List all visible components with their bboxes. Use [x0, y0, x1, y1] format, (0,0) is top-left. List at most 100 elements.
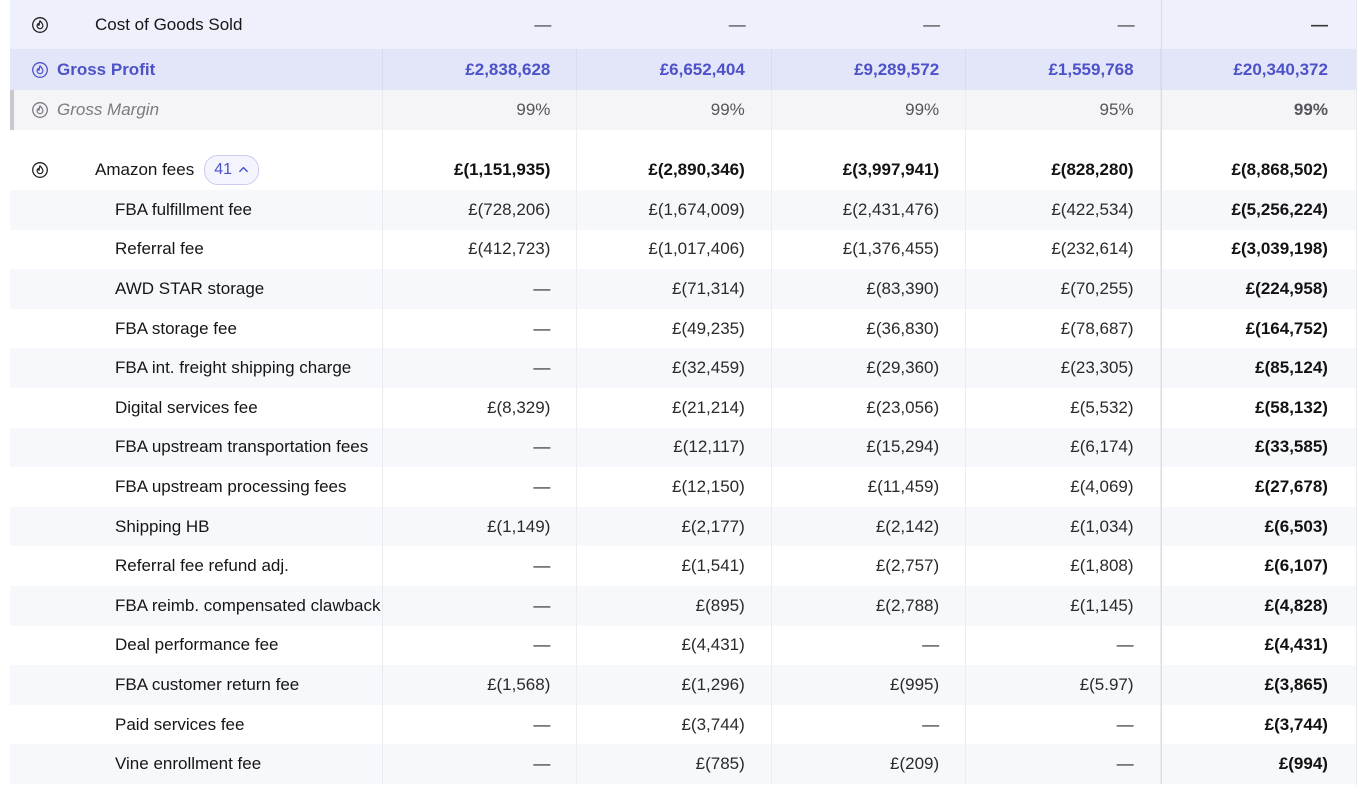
total-cell: £(6,107): [1160, 546, 1355, 586]
total-cell: £(164,752): [1160, 308, 1355, 349]
row-spacer: [10, 130, 1356, 149]
row-label-cell: FBA upstream transportation fees: [10, 427, 383, 468]
total-cell: £(3,865): [1160, 665, 1355, 705]
value-cell: £(895): [577, 585, 772, 626]
table-row[interactable]: FBA reimb. compensated clawback — £(895) £(…: [10, 585, 1356, 626]
value-cell: 99%: [577, 90, 772, 130]
total-cell: £(85,124): [1160, 348, 1355, 388]
table-row[interactable]: FBA upstream processing fees — £(12,150) £(…: [10, 467, 1356, 507]
value-cell: £(12,117): [577, 427, 772, 468]
collapse-badge[interactable]: 41: [204, 154, 260, 185]
value-cell: £(29,360): [772, 348, 967, 388]
value-cell: —: [1117, 14, 1135, 34]
row-amazon-fees[interactable]: Amazon fees 41 £(1,151,935) £(2,890,346)…: [10, 149, 1356, 190]
table-row[interactable]: Referral fee £(412,723) £(1,017,406) £(1,37…: [10, 229, 1356, 270]
value-cell: £(21,214): [577, 387, 772, 428]
value-cell: —: [923, 14, 941, 34]
value-cell: £(83,390): [772, 269, 967, 309]
table-row[interactable]: FBA storage fee — £(49,235) £(36,830) £(78,6…: [10, 308, 1356, 349]
row-label: FBA upstream processing fees: [115, 476, 347, 496]
value-cell: £(209): [772, 744, 967, 784]
value-cell: —: [383, 704, 578, 745]
value-cell: £(32,459): [577, 348, 772, 388]
table-row[interactable]: Digital services fee £(8,329) £(21,214) £(2…: [10, 387, 1356, 428]
row-cost-of-goods-sold[interactable]: Cost of Goods Sold — — — — —: [10, 0, 1356, 49]
value-cell: £6,652,404: [577, 49, 772, 90]
value-cell: —: [383, 308, 578, 349]
value-cell: —: [383, 467, 578, 507]
value-cell: —: [383, 744, 578, 784]
row-label: Gross Profit: [57, 59, 156, 79]
total-cell: £(4,828): [1160, 585, 1355, 626]
value-cell: £(1,568): [383, 665, 578, 705]
table-row[interactable]: FBA int. freight shipping charge — £(32,45…: [10, 348, 1356, 388]
row-accent-bar: [10, 90, 14, 130]
value-cell: £(2,431,476): [772, 190, 967, 230]
row-label: Paid services fee: [115, 714, 245, 734]
total-cell: 99%: [1160, 90, 1355, 130]
value-cell: £(412,723): [383, 229, 578, 270]
value-cell: £(3,744): [577, 704, 772, 745]
value-cell: £(71,314): [577, 269, 772, 309]
pnl-table: Cost of Goods Sold — — — — — Gross Profi…: [10, 0, 1357, 785]
row-gross-margin[interactable]: Gross Margin 99% 99% 99% 95% 99%: [10, 90, 1356, 130]
table-row[interactable]: AWD STAR storage — £(71,314) £(83,390) £(70,…: [10, 269, 1356, 309]
value-cell: £(23,305): [966, 348, 1161, 388]
value-cell: £(15,294): [772, 427, 967, 468]
total-cell: [1160, 130, 1355, 149]
row-label-cell: Gross Profit: [10, 49, 383, 90]
row-gross-profit[interactable]: Gross Profit £2,838,628 £6,652,404 £9,28…: [10, 49, 1356, 90]
row-label-cell: FBA reimb. compensated clawback: [10, 585, 383, 626]
row-label: FBA fulfillment fee: [115, 199, 253, 219]
value-cell: —: [966, 625, 1161, 666]
table-row[interactable]: FBA fulfillment fee £(728,206) £(1,674,009…: [10, 190, 1356, 230]
total-cell: £20,340,372: [1160, 49, 1355, 90]
total-cell: —: [1160, 0, 1355, 49]
total-cell: £(3,039,198): [1160, 229, 1355, 270]
value-cell: £(2,757): [772, 546, 967, 586]
value-cell: £(1,017,406): [577, 229, 772, 270]
row-label-cell: Cost of Goods Sold: [10, 0, 383, 49]
table-row[interactable]: Paid services fee — £(3,744) — — £(3,744): [10, 704, 1356, 745]
row-label-cell: Amazon fees 41: [10, 149, 383, 190]
row-label: FBA upstream transportation fees: [115, 437, 369, 457]
table-row[interactable]: Vine enrollment fee — £(785) £(209) — £(994): [10, 744, 1356, 784]
row-label-cell: FBA storage fee: [10, 308, 383, 349]
fire-icon: [31, 161, 49, 179]
table-row[interactable]: FBA upstream transportation fees — £(12,11…: [10, 427, 1356, 468]
row-label-cell: FBA fulfillment fee: [10, 190, 383, 230]
table-row[interactable]: Shipping HB £(1,149) £(2,177) £(2,142) £(1,0…: [10, 506, 1356, 547]
value-cell: £(12,150): [577, 467, 772, 507]
table-row[interactable]: FBA customer return fee £(1,568) £(1,296) £…: [10, 665, 1356, 705]
value-cell: —: [383, 546, 578, 586]
total-cell: £(5,256,224): [1160, 190, 1355, 230]
value-cell: £(4,431): [577, 625, 772, 666]
value-cell: £(1,145): [966, 585, 1161, 626]
value-cell: £1,559,768: [966, 49, 1161, 90]
badge-count: 41: [214, 160, 233, 178]
value-cell: £(3,997,941): [772, 149, 967, 190]
total-cell: £(4,431): [1160, 625, 1355, 666]
value-cell: [383, 130, 578, 149]
total-cell: £(27,678): [1160, 467, 1355, 507]
row-label-cell: Shipping HB: [10, 506, 383, 547]
table-row[interactable]: Deal performance fee — £(4,431) — — £(4,431): [10, 625, 1356, 666]
value-cell: 95%: [966, 90, 1161, 130]
table-row[interactable]: Referral fee refund adj. — £(1,541) £(2,757…: [10, 546, 1356, 586]
value-cell: —: [772, 704, 967, 745]
fire-icon: [31, 61, 49, 79]
chevron-up-icon: [239, 166, 248, 173]
row-label: Shipping HB: [115, 516, 210, 536]
row-label: Referral fee: [115, 239, 204, 259]
row-label: Deal performance fee: [115, 635, 279, 655]
row-label: Vine enrollment fee: [115, 754, 262, 774]
value-cell: £(2,890,346): [577, 149, 772, 190]
row-label-cell: Digital services fee: [10, 387, 383, 428]
value-cell: —: [966, 704, 1161, 745]
value-cell: £(1,808): [966, 546, 1161, 586]
total-cell: £(33,585): [1160, 427, 1355, 468]
value-cell: £(2,142): [772, 506, 967, 547]
value-cell: 99%: [772, 90, 967, 130]
total-cell: £(224,958): [1160, 269, 1355, 309]
row-label-cell: Gross Margin: [10, 90, 383, 130]
